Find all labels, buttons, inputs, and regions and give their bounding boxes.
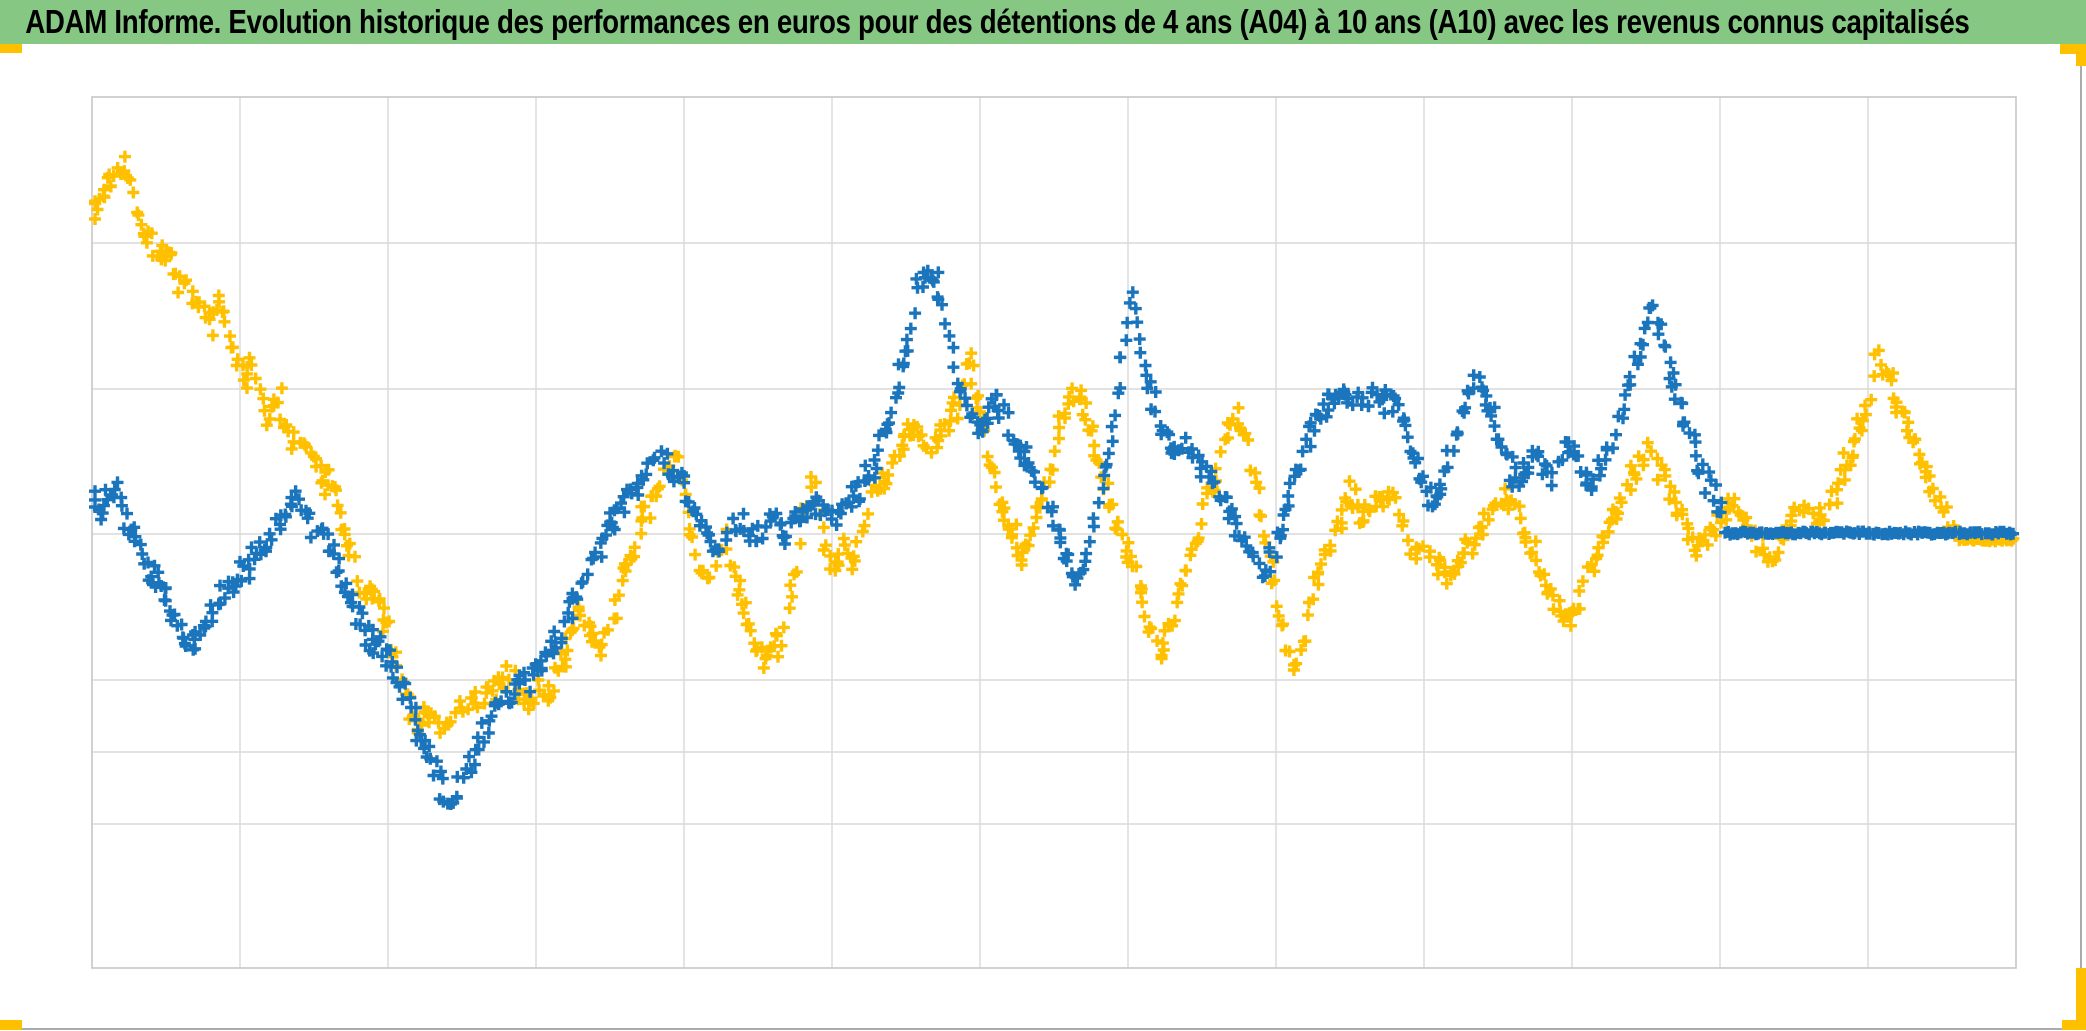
bottom-edge-line bbox=[0, 1028, 2086, 1030]
corner-accent-top-left bbox=[0, 44, 22, 53]
corner-accent-bottom-right bbox=[2062, 968, 2086, 1030]
page-title: ADAM Informe. Evolution historique des p… bbox=[25, 3, 1970, 40]
scatter-series bbox=[89, 150, 2020, 810]
blue-series bbox=[89, 264, 2020, 810]
corner-accent-bottom-left bbox=[0, 1020, 22, 1030]
right-edge-line bbox=[2080, 44, 2082, 1030]
corner-accent-top-right bbox=[2060, 44, 2086, 66]
gold-series bbox=[89, 150, 2020, 739]
title-bar: ADAM Informe. Evolution historique des p… bbox=[0, 0, 2086, 44]
